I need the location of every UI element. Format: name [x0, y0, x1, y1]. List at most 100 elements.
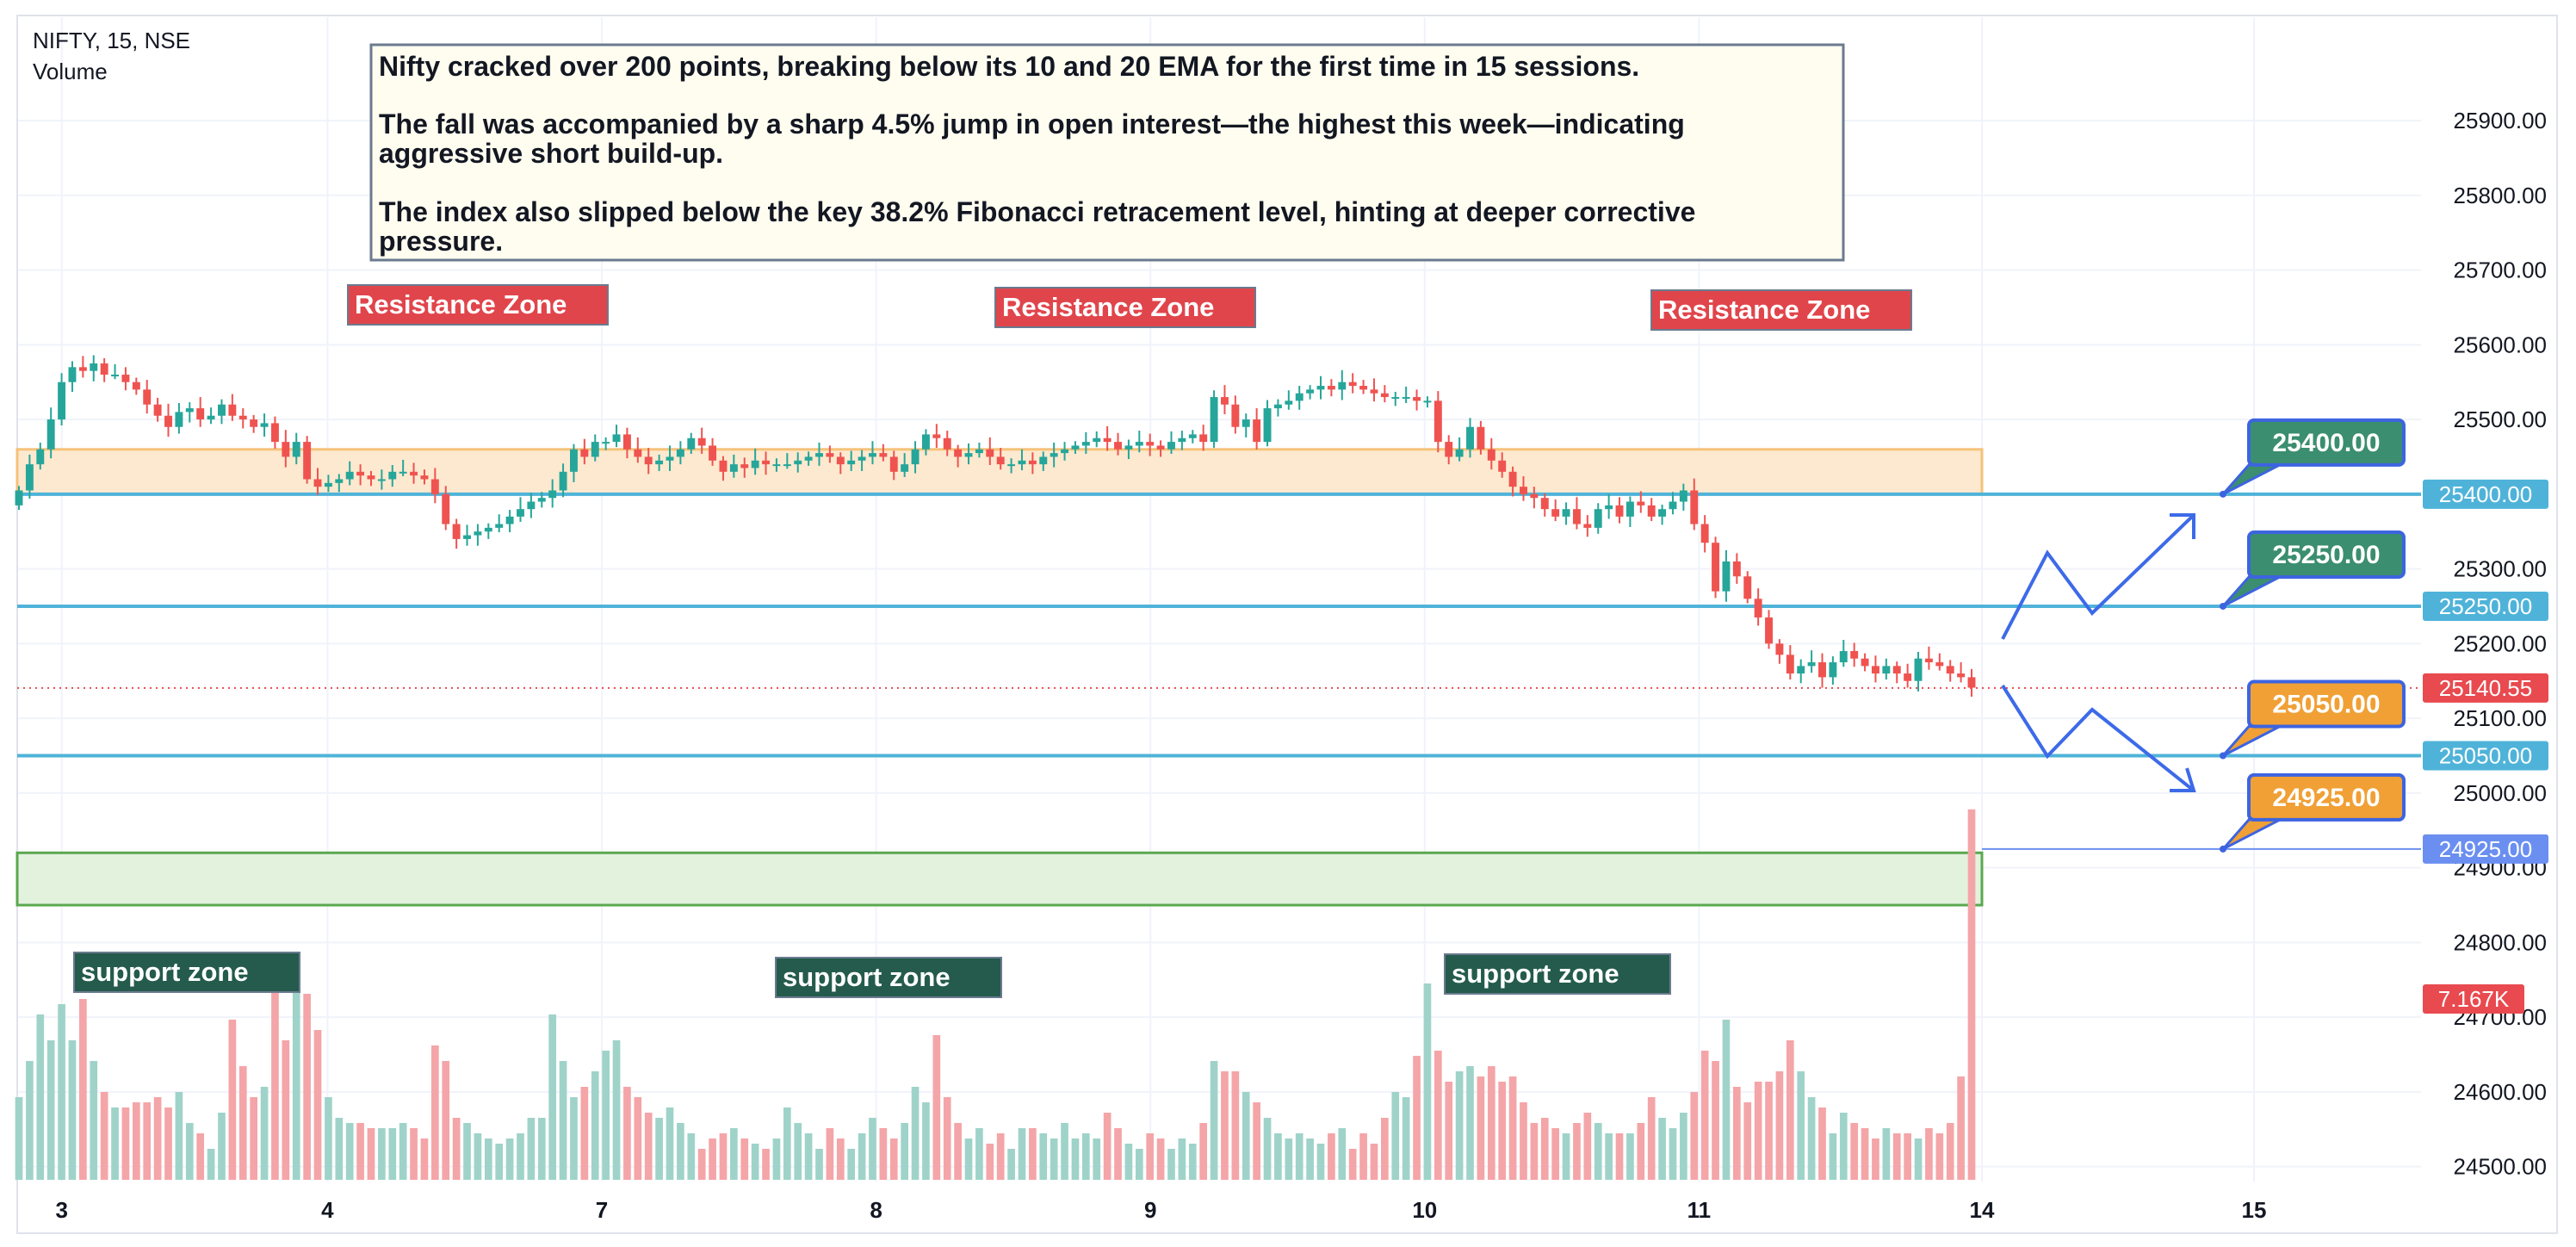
volume-bar: [1029, 1128, 1037, 1180]
volume-bar: [559, 1061, 567, 1180]
note-line-3: aggressive short build-up.: [379, 138, 723, 169]
candle: [1413, 389, 1421, 411]
volume-bar: [367, 1128, 375, 1180]
price-callout[interactable]: 25400.00: [2220, 418, 2406, 498]
price-callout[interactable]: 25250.00: [2220, 530, 2406, 610]
volume-bar: [90, 1061, 98, 1180]
candle: [1861, 653, 1869, 672]
candle: [836, 452, 845, 475]
candle: [1167, 431, 1175, 454]
candle: [303, 436, 312, 484]
candle: [1765, 610, 1773, 649]
candle: [1348, 373, 1357, 394]
candle: [1540, 493, 1549, 517]
x-tick-label: 4: [321, 1197, 334, 1223]
candle-body: [100, 363, 108, 375]
volume-bar: [1583, 1113, 1592, 1180]
volume-bar: [943, 1097, 951, 1180]
price-callout[interactable]: 25050.00: [2220, 679, 2406, 760]
callout-box: [2247, 679, 2406, 729]
candle: [1712, 537, 1720, 599]
volume-bar: [164, 1107, 172, 1180]
candle: [932, 424, 941, 449]
candle: [1242, 413, 1250, 437]
candle-body: [1914, 658, 1923, 681]
volume-axis-tag: 7.167K: [2423, 984, 2524, 1014]
candle: [1370, 378, 1378, 402]
candle-body: [687, 437, 696, 450]
volume-bar: [879, 1128, 888, 1180]
level-axis-tag: 25250.00: [2423, 591, 2548, 621]
volume-bar: [1263, 1118, 1272, 1180]
volume-bar: [889, 1138, 898, 1180]
y-tick-label: 25700.00: [2454, 257, 2547, 283]
candle: [505, 510, 514, 533]
price-callout[interactable]: 24925.00: [2220, 772, 2406, 853]
candle-body: [858, 456, 866, 461]
candle: [1156, 440, 1165, 457]
candle-body: [964, 453, 973, 457]
candle: [537, 492, 546, 508]
volume-bar: [282, 1040, 290, 1180]
candle: [68, 361, 77, 392]
candle-body: [164, 415, 172, 427]
volume-bar: [1146, 1133, 1155, 1180]
candle: [1231, 395, 1240, 434]
volume-bar: [911, 1087, 920, 1180]
candle-body: [762, 460, 771, 465]
candle-body: [90, 363, 98, 371]
candle: [185, 402, 194, 423]
candle-body: [569, 449, 578, 472]
volume-bar: [517, 1133, 524, 1180]
candle: [1306, 385, 1315, 400]
volume-bar: [986, 1144, 994, 1180]
support-zone-label-bg: [1444, 953, 1671, 995]
candle-body: [1647, 505, 1656, 517]
candle: [1625, 496, 1634, 528]
candle: [90, 355, 98, 382]
volume-bar: [1018, 1128, 1026, 1180]
candle: [1583, 515, 1592, 537]
candle: [1316, 375, 1325, 400]
candle: [1669, 492, 1677, 515]
volume-bar: [1605, 1133, 1613, 1180]
candle: [228, 394, 237, 421]
volume-bar: [1210, 1061, 1218, 1180]
y-tick-label: 24500.00: [2454, 1154, 2547, 1180]
level-axis-tag-text: 24925.00: [2439, 836, 2532, 862]
volume-bar: [709, 1138, 716, 1180]
callout-anchor: [2220, 752, 2226, 760]
volume-bar: [79, 999, 87, 1180]
candle-body: [1583, 524, 1592, 528]
volume-bar: [378, 1128, 386, 1180]
candle: [1754, 588, 1762, 626]
candle: [132, 377, 140, 395]
volume-bar: [1466, 1066, 1474, 1180]
candle-body: [826, 453, 834, 457]
volume-bar: [1285, 1138, 1293, 1180]
candle: [1220, 385, 1229, 415]
volume-bar: [730, 1128, 738, 1180]
volume-bar: [1103, 1113, 1112, 1180]
volume-bar: [1231, 1071, 1240, 1180]
candle-body: [1775, 643, 1784, 655]
candle: [1135, 431, 1143, 453]
volume-bar: [452, 1118, 461, 1180]
candle: [559, 463, 567, 498]
support-zone-label-bg: [73, 952, 300, 993]
volume-bar: [1637, 1123, 1645, 1180]
volume-bar: [356, 1123, 364, 1180]
volume-bar: [484, 1138, 492, 1180]
candle-body: [1605, 505, 1613, 510]
candle: [1253, 408, 1261, 450]
candle-body: [1455, 449, 1464, 457]
candle-body: [1242, 419, 1250, 427]
candle-body: [772, 464, 781, 467]
candle-body: [1615, 505, 1624, 517]
candle-body: [1402, 397, 1410, 400]
note-line-4: The index also slipped below the key 38.…: [379, 196, 1695, 227]
volume-bar: [335, 1118, 344, 1180]
volume-bar: [121, 1107, 130, 1180]
volume-bar: [505, 1138, 514, 1180]
